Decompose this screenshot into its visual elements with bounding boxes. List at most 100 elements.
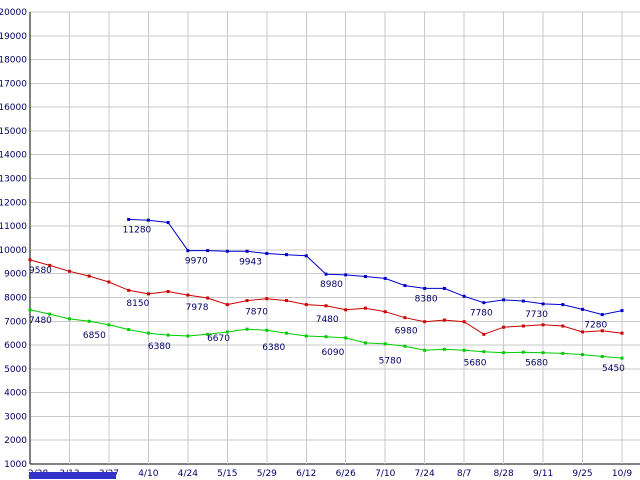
blue-series-marker [403,284,407,288]
green-series-marker [324,335,328,339]
red-series-marker [166,290,170,294]
green-series-marker [600,354,604,358]
y-axis-tick-label: 3000 [4,412,27,422]
point-value-label: 8380 [415,294,438,304]
y-axis-tick-label: 1000 [4,460,27,470]
red-series-marker [581,330,585,334]
blue-series-marker [344,273,348,277]
x-axis-tick-label: 5/29 [257,469,277,479]
green-series-marker [225,330,229,334]
green-series-marker [363,341,367,345]
point-value-label: 7870 [245,308,268,318]
red-series-marker [502,325,506,329]
red-series-marker [442,318,446,322]
blue-series-line [128,218,623,316]
red-series-marker [265,297,269,301]
blue-series-marker [186,249,190,253]
blue-series-marker [423,286,427,290]
point-value-label: 6670 [207,334,230,344]
point-value-label: 6850 [83,331,106,341]
blue-series-marker [541,302,545,306]
y-axis-tick-label: 2000 [4,436,27,446]
blue-series-marker [482,301,486,305]
point-value-label: 7480 [316,315,339,325]
y-axis-tick-label: 20000 [0,8,27,18]
blue-series-marker [521,299,525,303]
blue-series-marker [620,309,624,313]
y-axis-tick-label: 4000 [4,389,27,399]
point-value-label: 7978 [186,303,209,313]
point-value-label: 7780 [470,309,493,319]
x-axis-tick-label: 4/24 [178,469,198,479]
red-series-marker [206,296,210,300]
point-value-label: 11280 [123,225,152,235]
green-series-marker [48,312,52,316]
green-series-marker [146,331,150,335]
y-axis-tick-label: 6000 [4,341,27,351]
blue-series-marker [265,251,269,255]
blue-series-marker [324,272,328,276]
y-axis-tick-label: 8000 [4,293,27,303]
x-axis-tick-label: 9/25 [572,469,592,479]
red-series-marker [186,293,190,297]
red-series-marker [423,320,427,324]
red-series-marker [285,299,289,303]
red-series-marker [344,308,348,312]
red-series-marker [28,258,32,262]
blue-series-marker [285,253,289,257]
y-axis-tick-label: 12000 [0,198,27,208]
green-series-marker [127,328,131,332]
point-value-label: 6090 [321,348,344,358]
green-series-marker [285,331,289,335]
blue-series-marker [462,294,466,298]
green-series-marker [265,328,269,332]
y-axis-tick-label: 19000 [0,32,27,42]
blue-series-marker [127,217,131,221]
green-series-marker [206,332,210,336]
red-series-marker [48,263,52,267]
point-value-label: 9970 [185,257,208,267]
green-series-marker [541,351,545,355]
point-value-label: 9580 [29,266,52,276]
x-axis-tick-label: 6/12 [296,469,316,479]
green-series-marker [107,323,111,327]
y-axis-tick-label: 18000 [0,56,27,66]
red-series-marker [383,310,387,314]
blue-series-marker [363,275,367,279]
x-axis-tick-label: 10/9 [612,469,632,479]
point-value-label: 5450 [602,364,625,374]
green-series-marker [403,344,407,348]
point-value-label: 5780 [379,356,402,366]
point-value-label: 6980 [395,327,418,337]
green-series-marker [344,336,348,340]
blue-series-marker [304,254,308,258]
red-series-marker [225,303,229,307]
red-series-marker [107,280,111,284]
green-series-marker [521,350,525,354]
red-series-marker [403,316,407,320]
red-series-marker [127,288,131,292]
y-axis-tick-label: 10000 [0,246,27,256]
blue-series-marker [581,307,585,311]
green-series-marker [462,348,466,352]
blue-series-marker [502,298,506,302]
point-value-label: 7480 [29,316,52,326]
point-value-label: 9943 [239,257,262,267]
red-series-marker [521,324,525,328]
blue-series-marker [383,276,387,280]
red-series-marker [620,331,624,335]
red-series-marker [245,299,249,303]
y-axis-tick-label: 16000 [0,103,27,113]
red-series-marker [87,274,91,278]
y-axis-tick-label: 5000 [4,365,27,375]
x-axis-tick-label: 6/26 [336,469,356,479]
y-axis-tick-label: 17000 [0,79,27,89]
green-series-marker [28,308,32,312]
y-axis-tick-label: 11000 [0,222,27,232]
point-value-label: 5680 [525,359,548,369]
blue-series-marker [600,313,604,317]
green-series-marker [383,342,387,346]
green-series-marker [502,351,506,355]
